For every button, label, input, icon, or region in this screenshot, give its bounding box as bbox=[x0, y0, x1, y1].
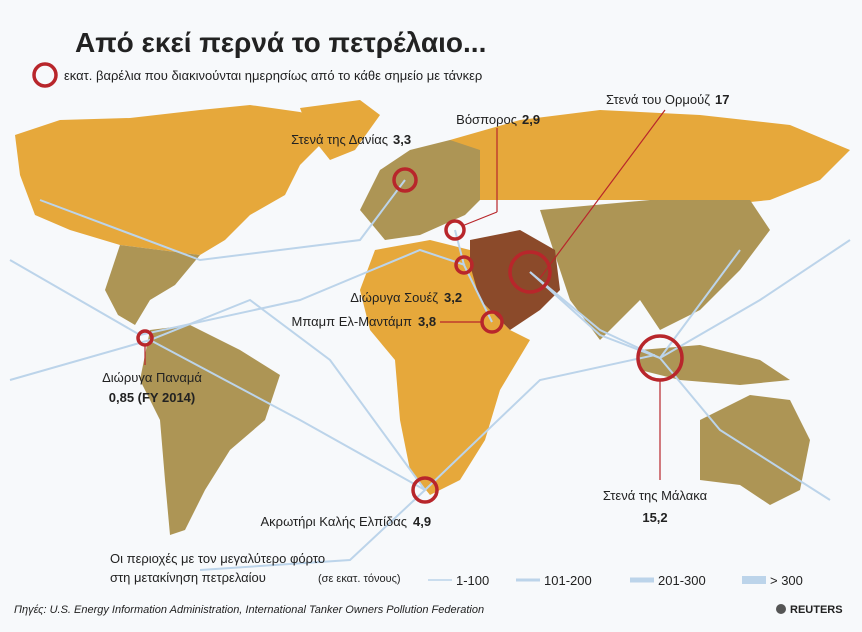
chokepoint-value: 2,9 bbox=[522, 112, 540, 127]
leader bbox=[539, 109, 666, 279]
ring bbox=[411, 476, 439, 504]
ring bbox=[508, 250, 552, 294]
chokepoint-name: Βόσπορος bbox=[456, 112, 517, 127]
europe bbox=[360, 140, 480, 240]
range-label: 201-300 bbox=[658, 573, 706, 588]
title: Από εκεί περνά το πετρέλαιο... bbox=[75, 27, 486, 58]
chokepoint-value: 17 bbox=[715, 92, 729, 107]
range-label: 101-200 bbox=[544, 573, 592, 588]
chokepoint-name: Διώρυγα Παναμά bbox=[102, 370, 202, 385]
central-america bbox=[105, 245, 200, 325]
ring bbox=[444, 219, 466, 241]
north-america bbox=[15, 105, 340, 255]
chokepoint-name: Στενά του Ορμούζ bbox=[606, 92, 710, 107]
legend-note: εκατ. βαρέλια που διακινούνται ημερησίως… bbox=[64, 68, 482, 83]
legend-ring bbox=[32, 62, 58, 88]
chokepoint-value: 3,3 bbox=[393, 132, 411, 147]
russia bbox=[450, 110, 850, 205]
asia bbox=[540, 200, 770, 340]
leader bbox=[461, 211, 498, 227]
chokepoint-name: Στενά της Μάλακα bbox=[603, 488, 708, 503]
chokepoint-value: 15,2 bbox=[642, 510, 667, 525]
ring bbox=[392, 167, 418, 193]
chokepoint-value: 3,2 bbox=[444, 290, 462, 305]
chokepoint-name: Διώρυγα Σουέζ bbox=[350, 290, 438, 305]
range-label: > 300 bbox=[770, 573, 803, 588]
australia bbox=[700, 395, 810, 505]
chokepoint-name: Στενά της Δανίας bbox=[291, 132, 388, 147]
greenland bbox=[300, 100, 380, 160]
volume-legend-title: στη μετακίνηση πετρελαίου bbox=[110, 570, 266, 585]
land bbox=[15, 100, 850, 535]
tanker-routes bbox=[9, 179, 851, 571]
chokepoint-value: 3,8 bbox=[418, 314, 436, 329]
range-label: 1-100 bbox=[456, 573, 489, 588]
logo-icon bbox=[776, 604, 786, 614]
ring bbox=[454, 255, 474, 275]
source: Πηγές: U.S. Energy Information Administr… bbox=[14, 604, 484, 616]
chokepoint-name: Μπαμπ Ελ-Μαντάμπ bbox=[292, 314, 413, 329]
indonesia bbox=[640, 345, 790, 385]
chokepoint-value: 0,85 (FY 2014) bbox=[109, 390, 195, 405]
chokepoint-value: 4,9 bbox=[413, 514, 431, 529]
south-america bbox=[140, 325, 280, 535]
chokepoint-name: Ακρωτήρι Καλής Ελπίδας bbox=[261, 514, 407, 529]
volume-legend-unit: (σε εκατ. τόνους) bbox=[318, 573, 401, 585]
logo: REUTERS bbox=[790, 604, 843, 616]
volume-legend-title: Οι περιοχές με τον μεγαλύτερο φόρτο bbox=[110, 551, 325, 566]
